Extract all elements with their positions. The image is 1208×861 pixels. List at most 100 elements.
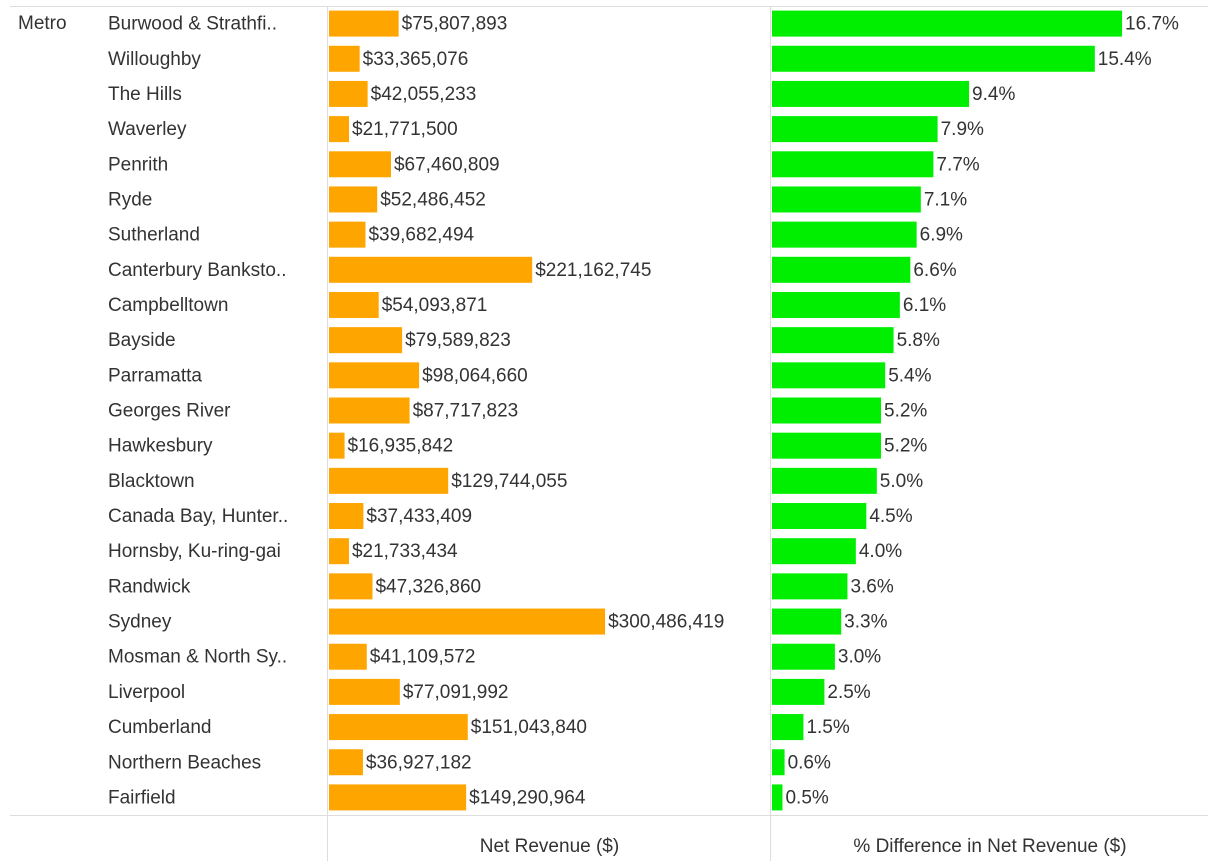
category-label: Campbelltown [108, 295, 228, 316]
bar [772, 221, 917, 248]
bar [329, 362, 420, 389]
data-label: $21,771,500 [352, 119, 458, 140]
category-label: Willoughby [108, 49, 201, 70]
category-label: Penrith [108, 154, 168, 175]
data-label: 7.1% [924, 189, 967, 210]
bar [329, 784, 467, 811]
bar [329, 608, 606, 635]
data-label: $151,043,840 [471, 717, 587, 738]
bar [772, 714, 804, 741]
bar [329, 291, 379, 318]
bar [329, 432, 345, 459]
category-label: Canada Bay, Hunter.. [108, 506, 288, 527]
category-label: Sydney [108, 612, 172, 633]
bar [772, 116, 938, 143]
data-label: $37,433,409 [366, 506, 472, 527]
axis-title: Net Revenue ($) [480, 836, 619, 857]
data-label: $54,093,871 [382, 295, 488, 316]
bar [329, 714, 468, 741]
bar [329, 10, 399, 37]
bar [329, 186, 378, 213]
data-label: 4.0% [859, 541, 902, 562]
category-label: The Hills [108, 84, 182, 105]
bar [772, 503, 867, 530]
bar [329, 327, 403, 354]
bar [772, 10, 1123, 37]
data-label: 5.2% [884, 436, 927, 457]
data-label: 7.9% [941, 119, 984, 140]
bar [329, 151, 391, 178]
axis-title: % Difference in Net Revenue ($) [853, 836, 1126, 857]
data-label: 7.7% [936, 154, 979, 175]
data-label: $67,460,809 [394, 154, 500, 175]
data-label: 5.2% [884, 401, 927, 422]
bar [329, 116, 350, 143]
data-label: $77,091,992 [403, 682, 509, 703]
bar [329, 643, 367, 670]
bar [772, 608, 842, 635]
category-label: Bayside [108, 330, 176, 351]
data-label: $52,486,452 [380, 189, 486, 210]
bar [329, 80, 368, 107]
data-label: 1.5% [806, 717, 849, 738]
bar [772, 327, 894, 354]
bar [772, 538, 856, 565]
data-label: 3.3% [844, 612, 887, 633]
data-label: $41,109,572 [370, 647, 476, 668]
data-label: $39,682,494 [368, 225, 474, 246]
data-label: 4.5% [869, 506, 912, 527]
data-label: $47,326,860 [375, 576, 481, 597]
category-label: Burwood & Strathfi.. [108, 14, 277, 35]
row-group-label: Metro [18, 13, 67, 34]
data-label: $221,162,745 [535, 260, 651, 281]
category-label: Parramatta [108, 365, 202, 386]
bar [772, 643, 835, 670]
data-label: 6.9% [920, 225, 963, 246]
bar [772, 784, 783, 811]
data-label: 9.4% [972, 84, 1015, 105]
data-label: 16.7% [1125, 14, 1179, 35]
bar [772, 186, 921, 213]
bar [329, 749, 363, 776]
bar [772, 45, 1095, 72]
category-label: Hawkesbury [108, 436, 213, 457]
data-label: 2.5% [827, 682, 870, 703]
category-label: Waverley [108, 119, 187, 140]
data-label: 3.6% [850, 576, 893, 597]
data-label: 0.6% [788, 752, 831, 773]
bar [772, 749, 785, 776]
bar [772, 397, 881, 424]
data-label: 0.5% [785, 787, 828, 808]
data-label: 15.4% [1098, 49, 1152, 70]
data-label: $36,927,182 [366, 752, 472, 773]
data-label: 5.0% [880, 471, 923, 492]
data-label: 5.8% [897, 330, 940, 351]
category-label: Randwick [108, 576, 191, 597]
bar [329, 45, 360, 72]
data-label: $87,717,823 [413, 401, 519, 422]
category-label: Cumberland [108, 717, 212, 738]
data-label: $98,064,660 [422, 365, 528, 386]
bar [772, 432, 881, 459]
data-label: 5.4% [888, 365, 931, 386]
bar [772, 291, 900, 318]
data-label: 3.0% [838, 647, 881, 668]
category-label: Sutherland [108, 225, 200, 246]
bar [772, 467, 877, 494]
data-label: $33,365,076 [363, 49, 469, 70]
category-label: Canterbury Banksto.. [108, 260, 286, 281]
category-label: Liverpool [108, 682, 185, 703]
data-label: $75,807,893 [402, 14, 508, 35]
category-label: Hornsby, Ku-ring-gai [108, 541, 281, 562]
category-label: Blacktown [108, 471, 195, 492]
bar [329, 503, 364, 530]
data-label: $16,935,842 [348, 436, 454, 457]
data-label: $42,055,233 [371, 84, 477, 105]
data-label: $149,290,964 [469, 787, 586, 808]
category-label: Northern Beaches [108, 752, 261, 773]
bar [329, 538, 349, 565]
bar [772, 151, 934, 178]
bar [329, 573, 373, 600]
data-label: 6.6% [913, 260, 956, 281]
